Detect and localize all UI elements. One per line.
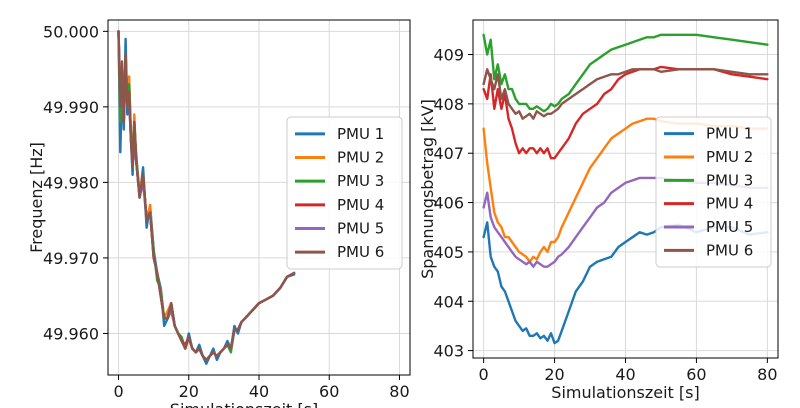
legend-label: PMU 3 bbox=[337, 172, 384, 190]
series-line-pmu-6 bbox=[117, 30, 296, 362]
y-tick-label: 50.000 bbox=[43, 22, 99, 41]
legend-label: PMU 5 bbox=[706, 218, 753, 236]
y-tick-label: 408 bbox=[433, 95, 464, 114]
legend-label: PMU 5 bbox=[337, 220, 384, 238]
y-tick-label: 405 bbox=[433, 243, 464, 262]
y-axis-label: Frequenz [Hz] bbox=[27, 142, 46, 253]
x-axis-label: Simulationszeit [s] bbox=[551, 383, 699, 402]
y-tick-label: 403 bbox=[433, 342, 464, 361]
legend-label: PMU 6 bbox=[337, 243, 384, 261]
y-tick-label: 406 bbox=[433, 194, 464, 213]
y-tick-label: 49.970 bbox=[43, 249, 99, 268]
x-tick-label: 20 bbox=[179, 382, 199, 401]
y-tick-label: 404 bbox=[433, 292, 464, 311]
y-tick-label: 49.960 bbox=[43, 324, 99, 343]
y-tick-label: 409 bbox=[433, 46, 464, 65]
legend-label: PMU 4 bbox=[706, 195, 753, 213]
series-line-pmu-5 bbox=[482, 176, 769, 268]
y-tick-label: 407 bbox=[433, 144, 464, 163]
x-tick-label: 40 bbox=[249, 382, 269, 401]
legend-label: PMU 2 bbox=[337, 149, 384, 167]
x-tick-label: 80 bbox=[757, 365, 777, 384]
x-tick-label: 60 bbox=[319, 382, 339, 401]
x-tick-label: 20 bbox=[544, 365, 564, 384]
chart-panel-2: 0 20 40 60 80 403 404 405 406 407 408 409 Simulation… bbox=[418, 19, 779, 402]
chart-panel-1: 0 20 40 60 80 49.960 49.970 49.980 49.990 50.000 S… bbox=[27, 19, 411, 408]
legend-label: PMU 1 bbox=[706, 125, 753, 143]
legend-label: PMU 1 bbox=[337, 125, 384, 143]
legend-box bbox=[286, 116, 403, 270]
legend-label: PMU 4 bbox=[337, 196, 384, 214]
legend: PMU 1 PMU 2 PMU 3 PMU 4 PMU 5 PMU 6 bbox=[286, 116, 403, 270]
x-tick-label: 60 bbox=[686, 365, 706, 384]
legend-label: PMU 2 bbox=[706, 148, 753, 166]
series-line-pmu-3 bbox=[482, 33, 769, 113]
y-axis-label: Spannungsbetrag [kV] bbox=[418, 99, 437, 279]
legend-label: PMU 3 bbox=[706, 171, 753, 189]
series-line-pmu-1 bbox=[482, 221, 769, 345]
legend-label: PMU 6 bbox=[706, 241, 753, 259]
series-group bbox=[117, 30, 296, 365]
x-tick-label: 80 bbox=[389, 382, 409, 401]
legend-box bbox=[655, 116, 772, 268]
x-tick-label: 0 bbox=[479, 365, 489, 384]
x-axis-label: Simulationszeit [s] bbox=[170, 400, 318, 408]
x-tick-label: 0 bbox=[113, 382, 123, 401]
y-tick-label: 49.980 bbox=[43, 173, 99, 192]
x-tick-label: 40 bbox=[615, 365, 635, 384]
y-tick-label: 49.990 bbox=[43, 98, 99, 117]
series-group bbox=[482, 33, 769, 345]
legend: PMU 1 PMU 2 PMU 3 PMU 4 PMU 5 PMU 6 bbox=[655, 116, 772, 268]
series-line-pmu-2 bbox=[482, 117, 769, 263]
series-line-pmu-6 bbox=[482, 68, 769, 120]
